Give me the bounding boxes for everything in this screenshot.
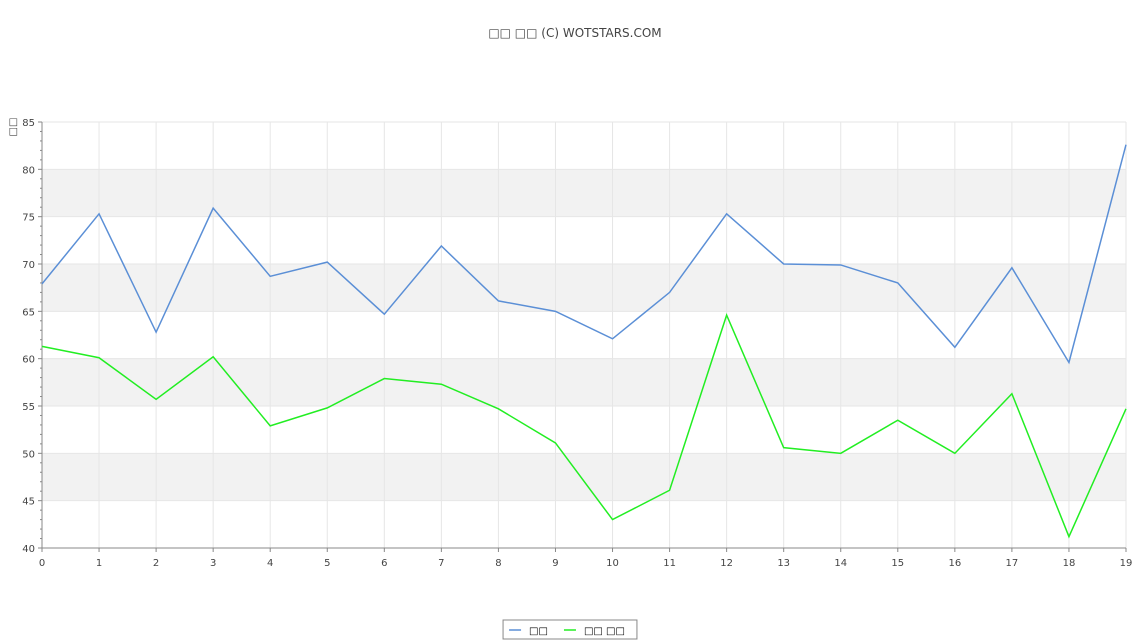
y-tick-label: 65 <box>22 307 35 318</box>
grid-band <box>42 358 1126 406</box>
x-tick-label: 7 <box>438 558 444 569</box>
y-tick-label: 60 <box>22 355 35 366</box>
x-tick-label: 19 <box>1120 558 1133 569</box>
x-tick-label: 11 <box>663 558 676 569</box>
y-tick-label: 70 <box>22 260 35 271</box>
grid-band <box>42 264 1126 312</box>
y-tick-label: 40 <box>22 544 35 555</box>
y-axis-label: □□ <box>8 118 19 137</box>
legend-label: □□ <box>529 626 548 637</box>
x-tick-label: 16 <box>948 558 961 569</box>
grid-band <box>42 453 1126 501</box>
x-tick-label: 3 <box>210 558 216 569</box>
x-tick-label: 12 <box>720 558 733 569</box>
x-tick-label: 15 <box>891 558 904 569</box>
chart-title: □□ □□ (C) WOTSTARS.COM <box>488 26 661 40</box>
grid-band <box>42 169 1126 217</box>
x-tick-label: 5 <box>324 558 330 569</box>
x-tick-label: 18 <box>1063 558 1076 569</box>
y-tick-label: 85 <box>22 118 35 129</box>
x-tick-label: 0 <box>39 558 45 569</box>
y-tick-label: 55 <box>22 402 35 413</box>
x-tick-label: 9 <box>552 558 558 569</box>
legend: □□ □□ □□ <box>509 626 625 637</box>
legend-box <box>502 619 638 640</box>
y-tick-label: 75 <box>22 213 35 224</box>
x-tick-label: 6 <box>381 558 387 569</box>
series-line <box>41 312 1127 539</box>
y-tick-label: 80 <box>22 165 35 176</box>
y-tick-label: 45 <box>22 497 35 508</box>
x-tick-label: 14 <box>834 558 847 569</box>
x-tick-label: 17 <box>1006 558 1019 569</box>
x-tick-label: 13 <box>777 558 790 569</box>
x-tick-label: 2 <box>153 558 159 569</box>
x-tick-label: 4 <box>267 558 273 569</box>
y-tick-label: 50 <box>22 449 35 460</box>
series-line <box>41 144 1127 365</box>
legend-label: □□ □□ <box>584 626 625 637</box>
x-tick-label: 8 <box>495 558 501 569</box>
x-tick-label: 10 <box>606 558 619 569</box>
x-tick-label: 1 <box>96 558 102 569</box>
